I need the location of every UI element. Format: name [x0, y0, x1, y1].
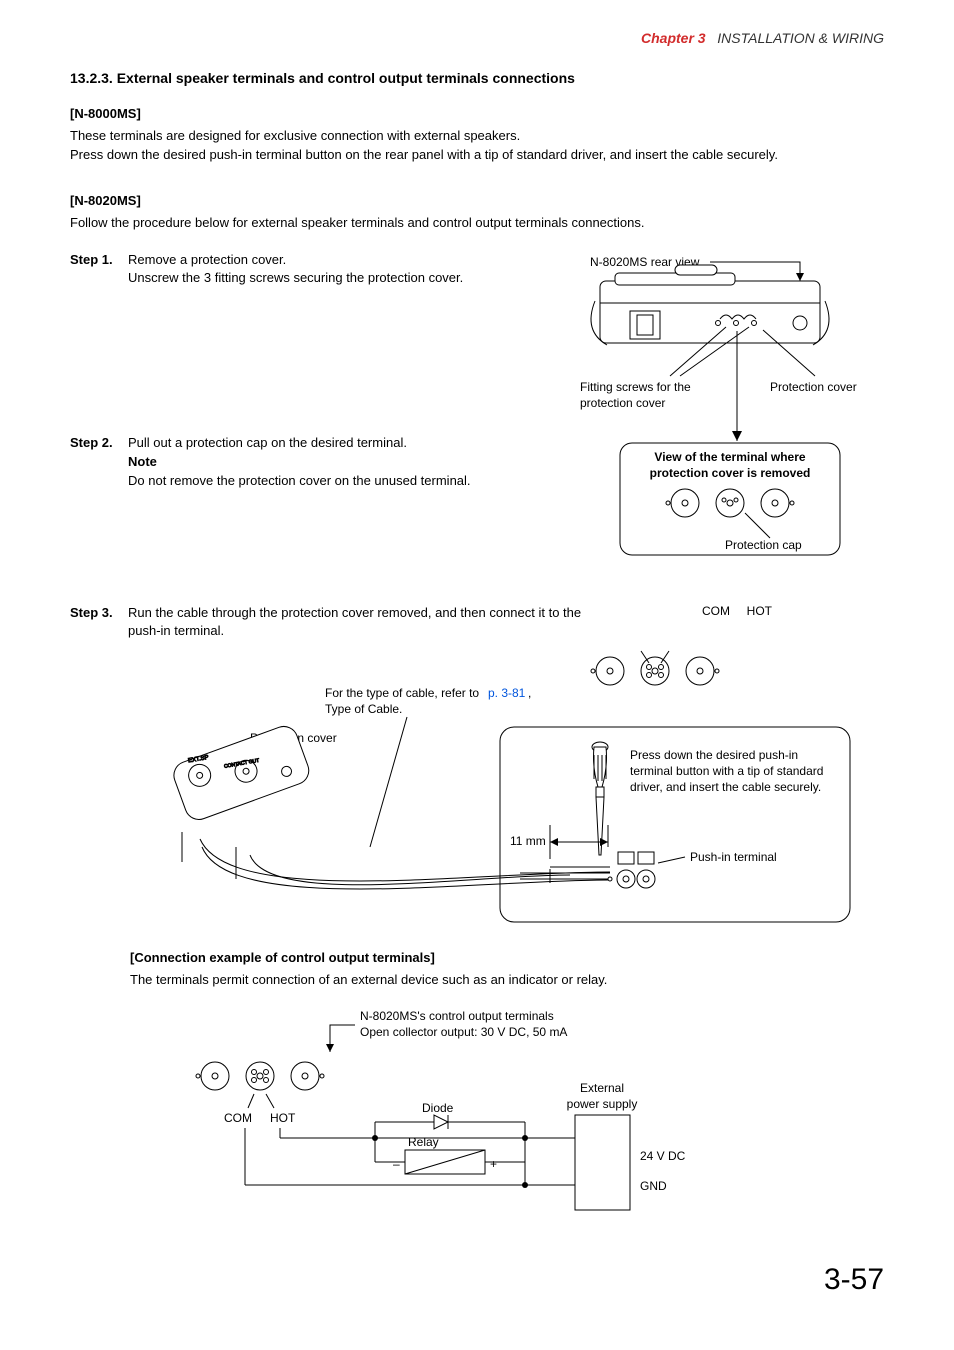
length-label: 11 mm — [510, 834, 546, 848]
protection-cap-label: Protection cap — [725, 538, 802, 552]
model-a-tag: [N-8000MS] — [70, 106, 884, 121]
out-l1: N-8020MS's control output terminals — [360, 1009, 554, 1023]
plus-label: + — [490, 1157, 497, 1171]
step-3: Step 3. Run the cable through the protec… — [70, 604, 590, 642]
page-number: 3-57 — [70, 1263, 884, 1297]
cable-ref-post: Type of Cable. — [325, 702, 402, 716]
com-label: COM — [702, 604, 730, 618]
out-l2: Open collector output: 30 V DC, 50 mA — [360, 1025, 567, 1039]
model-b-intro: Follow the procedure below for external … — [70, 214, 884, 233]
relay-label: Relay — [408, 1135, 439, 1149]
push-in-label: Push-in terminal — [690, 850, 777, 864]
protection-cover-label: Protection cover — [770, 380, 857, 394]
cable-ref-pre: For the type of cable, refer to — [325, 686, 479, 700]
chapter-title: INSTALLATION & WIRING — [717, 30, 884, 46]
fitting-screws-l2: protection cover — [580, 396, 665, 410]
ext-ps-l2: power supply — [567, 1097, 638, 1111]
page-link: p. 3-81 — [488, 686, 526, 700]
v24-label: 24 V DC — [640, 1149, 686, 1163]
page-header: Chapter 3 INSTALLATION & WIRING — [70, 30, 884, 46]
fitting-screws-l1: Fitting screws for the — [580, 380, 691, 394]
c-hot: HOT — [270, 1111, 296, 1125]
box-title-2: protection cover is removed — [650, 466, 811, 480]
c-com: COM — [224, 1111, 252, 1125]
chapter-label: Chapter 3 — [641, 30, 706, 46]
conn-example-para: The terminals permit connection of an ex… — [130, 971, 884, 990]
model-a-body: These terminals are designed for exclusi… — [70, 127, 884, 165]
hot-label: HOT — [747, 604, 772, 618]
figure-connection-example: N-8020MS's control output terminals Open… — [130, 1000, 884, 1233]
figure-cable-connection: For the type of cable, refer to p. 3-81 … — [70, 647, 884, 940]
section-title: 13.2.3. External speaker terminals and c… — [70, 70, 884, 86]
svg-text:,: , — [528, 686, 531, 700]
cable-ref-link: p. 3-81 — [488, 686, 526, 700]
conn-example-title: [Connection example of control output te… — [130, 950, 884, 965]
model-b-tag: [N-8020MS] — [70, 193, 884, 208]
press-down-text: Press down the desired push-in terminal … — [630, 747, 840, 796]
gnd-label: GND — [640, 1179, 667, 1193]
step-1: Step 1. Remove a protection cover. Unscr… — [70, 251, 500, 289]
step-2: Step 2. Pull out a protection cap on the… — [70, 434, 500, 491]
ext-ps-l1: External — [580, 1081, 624, 1095]
diode-label: Diode — [422, 1101, 454, 1115]
box-title-1: View of the terminal where — [654, 450, 805, 464]
figure-rear-view: N-8020MS rear view — [500, 251, 884, 574]
minus-label: – — [393, 1157, 400, 1171]
